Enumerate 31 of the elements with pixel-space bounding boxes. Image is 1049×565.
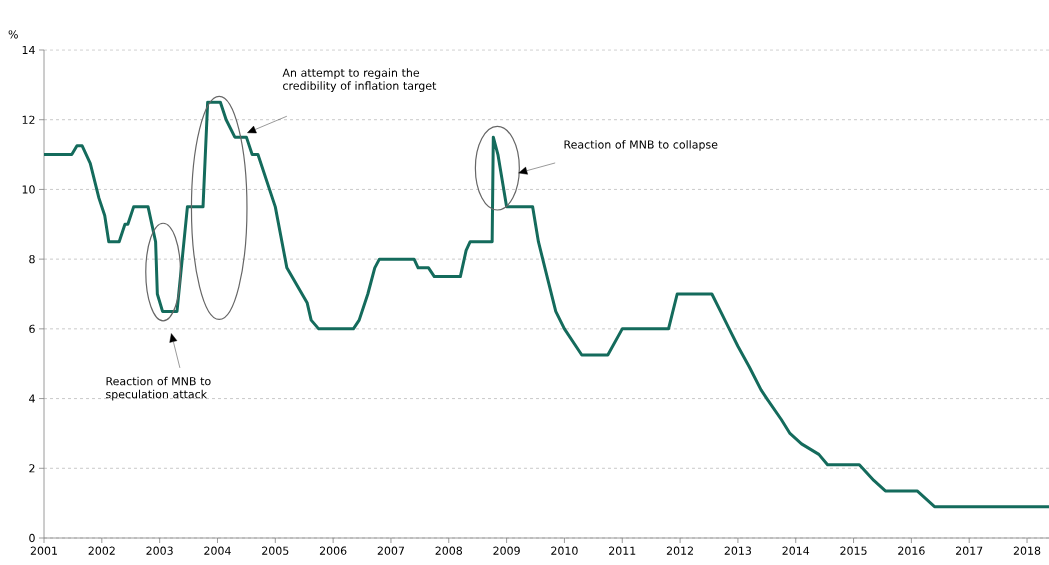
- y-tick-label: 0: [29, 533, 35, 543]
- y-tick-label: 12: [22, 115, 35, 124]
- x-tick-label: 2014: [782, 546, 810, 555]
- x-tick-label: 2011: [609, 546, 636, 555]
- annotation: An attempt to regain the credibility of inflation target: [282, 68, 437, 92]
- annotation: Reaction of MNB to speculation attack: [106, 376, 211, 401]
- x-tick-label: 2018: [1013, 546, 1041, 555]
- x-tick-label: 2016: [898, 546, 925, 555]
- x-tick-label: 2013: [724, 546, 752, 555]
- x-tick-label: 2006: [319, 546, 347, 555]
- line-series: [42, 100, 1049, 509]
- x-tick-label: 2002: [88, 546, 115, 555]
- y-tick-label: 6: [29, 324, 35, 334]
- annotation: Reaction of MNB to collapse: [564, 140, 718, 151]
- x-tick-label: 2005: [262, 546, 289, 555]
- x-tick-label: 2012: [666, 546, 693, 555]
- x-tick-label: 2010: [551, 546, 578, 555]
- y-axis-title: %: [8, 30, 18, 39]
- x-tick-label: 2001: [30, 546, 57, 555]
- x-tick-label: 2004: [204, 546, 231, 555]
- y-tick-label: 2: [29, 464, 35, 473]
- x-tick-label: 2015: [840, 546, 867, 555]
- y-tick-label: 14: [22, 45, 35, 55]
- y-tick-label: 8: [29, 254, 35, 264]
- x-tick-label: 2017: [956, 546, 983, 555]
- x-tick-label: 2009: [493, 546, 520, 555]
- y-tick-label: 4: [29, 394, 35, 403]
- x-tick-label: 2008: [435, 546, 463, 555]
- x-tick-label: 2007: [377, 546, 404, 555]
- y-tick-label: 10: [22, 185, 35, 194]
- x-tick-label: 2003: [146, 546, 173, 555]
